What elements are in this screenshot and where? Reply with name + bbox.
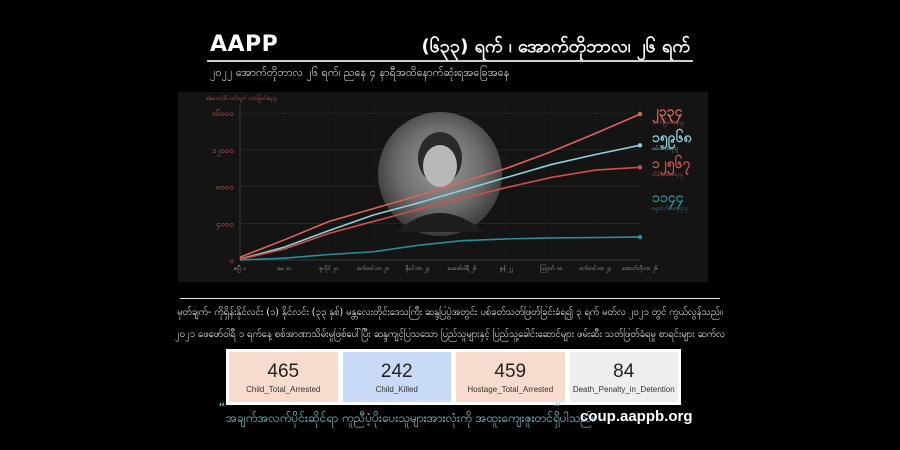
series-line [239,144,641,260]
series-name-label: ဖမ်းဆီးခံရသူ [652,144,678,153]
thanks-text: အချက်အလက်ပိုင်းဆိုင်ရာ ကူညီပံ့ပိုးပေးသူမ… [226,411,596,425]
headline: (၆၃၃) ရက် ၊ အောက်တိုဘာလ၊ ၂၆ ရက် [421,36,690,57]
y-axis-label: စစ်ကောင်စီ လက်ချက် သတ်ဖြတ်ခံရသူ [206,95,277,102]
series-name-label: သတ်ဖြတ်ခံရသူ [652,117,684,127]
x-axis: ဧပြီ ၁ မေ ၁၀ ဇူလိုင် ၂၀ စက်တင်ဘာ ၂၈ နိုဝင်ဘာ… [234,263,658,273]
stat-card-hostage-arrested: 459 Hostage_Total_Arrested [456,352,565,402]
quote-open-icon: “ [218,401,226,417]
series-value-label: ၁၂၅၆၇ [652,155,692,175]
x-tick-label: ဇူလိုင် ၂၀ [319,264,338,273]
x-tick-label: အောက်တိုဘာ ၂၆ [622,264,658,273]
brand-logo: AAPP [210,32,279,57]
y-tick-label: ၀ [230,256,235,265]
chart-container: ၀ ၄၀၀၀ ၈၀၀၀ ၁၂၀၀၀ ၁၆၀၀၀ ဧပြီ ၁ မေ ၁၀ ဇူလိုင် ၂… [178,92,708,282]
x-tick-label: မေ ၁၀ [277,266,291,272]
subheading: ၂၀၂၂ အောက်တိုဘာလ ၂၆ ရက်၊ ညနေ ၄ နာရီအထိနေ… [210,66,510,79]
stat-card-child-killed: 242 Child_Killed [342,352,451,402]
series-value-label: ၂၃၃၄ [652,104,683,123]
stat-card-death-penalty: 84 Death_Penalty_in_Detention [569,352,678,402]
stat-label: Child_Total_Arrested [246,384,321,394]
y-tick-label: ၄၀၀၀ [216,219,234,230]
stat-label: Death_Penalty_in_Detention [572,384,675,394]
quote-close-icon: ” [554,401,562,417]
series-name-label: ရှောင်တိမ်းနေရသူ [652,204,688,213]
y-tick-label: ၁၆၀၀၀ [212,108,235,118]
series-line [239,113,641,258]
series-end-point [637,165,643,170]
stats-panel: 465 Child_Total_Arrested 242 Child_Kille… [226,349,681,405]
x-tick-label: စက်တင်ဘာ ၂၄ [580,264,612,273]
y-tick-label: ၁၂၀၀၀ [212,146,234,157]
series-end-point [637,234,643,240]
x-tick-label: ဇွန် ၂၂ [500,264,514,273]
stat-value: 242 [380,360,413,382]
divider [207,60,693,62]
portrait-photo [378,112,502,236]
series-end-point [637,143,643,148]
divider [180,298,720,299]
stat-value: 465 [267,360,300,382]
x-tick-label: ဧပြီ ၁ [234,264,246,273]
y-axis: ၀ ၄၀၀၀ ၈၀၀၀ ၁၂၀၀၀ ၁၆၀၀၀ [212,108,235,265]
x-tick-label: စက်တင်ဘာ ၂၈ [357,264,389,273]
series-lines [239,111,643,261]
website-link[interactable]: coup.aappb.org [580,408,693,425]
stat-label: Child_Killed [375,384,418,394]
note-line-2: ၂၀၂၁ ဖေဖော်ဝါရီ ၁ ရက်နေ့ စစ်အာဏာသိမ်းမှု… [175,329,725,340]
series-labels: ၂၃၃၄သတ်ဖြတ်ခံရသူ၁၅၉၆၈ဖမ်းဆီးခံရသူ၁၂၅၆၇ထိ… [652,104,693,213]
x-tick-label: နိုဝင်ဘာ ၂၄ [406,264,430,273]
note-line-1: မှတ်ချက်- ကိုရှိန်းနိုင်လင်း (၁) နိုင်လင… [177,307,723,318]
stat-card-child-arrested: 465 Child_Total_Arrested [229,352,338,402]
series-value-label: ၁၅၉၆၈ [652,129,693,149]
y-tick-label: ၈၀၀၀ [216,183,234,192]
stat-value: 459 [494,360,527,382]
series-name-label: ထိန်းသိမ်းခံရသူ [652,170,683,179]
line-chart: ၀ ၄၀၀၀ ၈၀၀၀ ၁၂၀၀၀ ၁၆၀၀၀ ဧပြီ ၁ မေ ၁၀ ဇူလိုင် ၂… [206,95,693,273]
series-line [239,166,641,261]
stat-label: Hostage_Total_Arrested [467,384,554,394]
series-end-point [637,111,643,117]
stat-value: 84 [613,360,635,382]
series-line [239,236,641,261]
x-tick-label: ဩဂုတ် ၁၈ [540,263,563,273]
x-tick-label: ဖေဖော်ဝါရီ ၂၆ [448,264,477,273]
series-value-label: ၁၁၄၄ [652,190,684,209]
